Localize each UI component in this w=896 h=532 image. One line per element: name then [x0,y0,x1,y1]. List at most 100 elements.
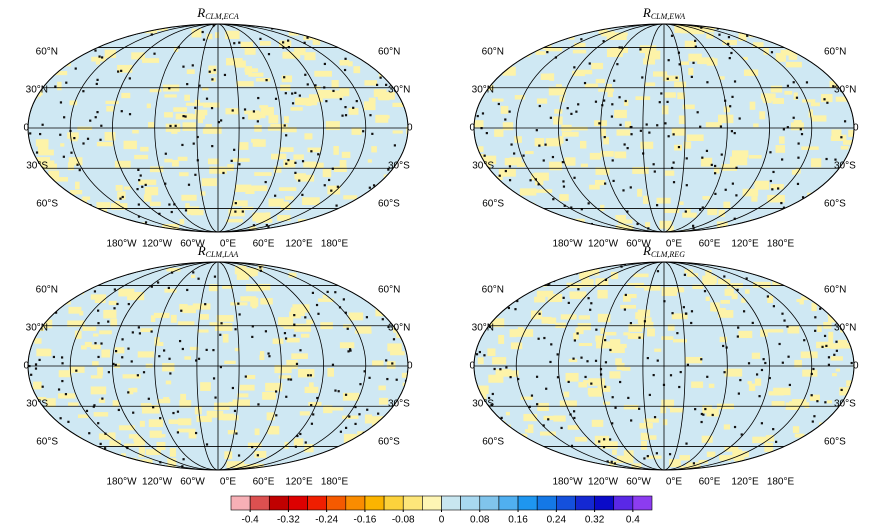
pattern-patch [499,464,504,468]
pattern-patch [754,378,762,386]
lat-label: 60°S [36,199,58,210]
lat-label: 60°N [36,285,58,296]
pattern-patch [262,392,276,400]
pattern-patch [124,443,141,448]
pattern-patch [333,145,339,155]
lat-label: 0 [23,123,29,134]
pattern-patch [823,322,832,329]
pattern-patch [356,326,372,333]
stipple [762,358,765,361]
stipple [310,150,313,153]
stipple [850,272,853,275]
pattern-patch [640,141,654,149]
stipple [394,72,397,75]
pattern-patch [718,76,725,80]
lon-label: 120°E [731,477,759,488]
pattern-patch [260,107,274,116]
pattern-patch [92,274,103,282]
stipple [82,90,85,93]
pattern-patch [616,362,625,371]
pattern-patch [487,469,496,470]
stipple [562,180,565,183]
stipple [202,38,206,41]
pattern-patch [104,49,117,58]
colorbar-box [230,495,251,511]
pattern-patch [366,26,381,34]
pattern-patch [280,201,289,210]
stipple [76,163,79,166]
pattern-patch [543,415,555,421]
stipple [824,431,827,434]
pattern-patch [518,210,537,214]
stipple [797,156,800,159]
pattern-patch [819,280,835,284]
stipple [542,159,545,162]
stipple [186,288,189,292]
pattern-patch [771,401,785,407]
stipple [195,359,198,362]
stipple [176,410,180,413]
pattern-patch [778,136,785,144]
pattern-patch [300,464,319,470]
pattern-patch [539,431,556,436]
pattern-patch [577,222,585,227]
pattern-patch [167,458,177,467]
stipple [509,376,512,379]
stipple [169,124,172,128]
pattern-patch [307,147,321,153]
stipple [33,60,36,63]
pattern-patch [191,28,202,38]
pattern-patch [561,131,579,137]
pattern-patch [568,36,575,40]
stipple [294,161,297,164]
pattern-patch [775,145,786,153]
pattern-patch [164,288,177,293]
pattern-patch [811,115,827,122]
stipple [352,106,355,109]
pattern-patch [834,263,844,270]
stipple [595,328,598,331]
stipple [507,285,510,288]
stipple [97,422,100,425]
pattern-patch [157,398,171,404]
pattern-patch [103,309,117,319]
stipple [781,312,784,315]
lon-label: 180°W [106,477,137,488]
pattern-patch [535,51,546,55]
pattern-patch [578,382,588,388]
pattern-patch [623,404,639,410]
pattern-patch [678,115,686,125]
pattern-patch [595,78,605,84]
lat-label: 60°S [378,437,400,448]
stipple [508,165,512,168]
pattern-patch [664,170,675,176]
colorbar-label: 0.32 [585,515,605,526]
meridian [558,24,770,232]
stipple [174,124,177,127]
pattern-patch [274,365,292,374]
pattern-patch [790,122,804,131]
stipple [476,315,479,319]
stipple [392,338,396,341]
pattern-patch [132,129,139,134]
pattern-patch [841,229,847,232]
stipple [287,378,290,381]
pattern-patch [305,221,314,230]
stipple [766,295,769,298]
pattern-patch [304,133,313,140]
pattern-patch [278,187,297,191]
pattern-patch [813,448,827,453]
pattern-patch [200,191,206,196]
stipple [30,373,33,376]
pattern-patch [217,413,235,421]
pattern-patch [255,77,271,82]
pattern-patch [490,62,507,70]
lat-label: 30°N [388,85,410,96]
stipple [843,77,847,80]
stipple [563,204,566,207]
pattern-patch [90,386,107,395]
pattern-patch [277,214,291,221]
stipple [212,349,215,352]
stipple [306,83,309,86]
stipple [211,145,214,148]
